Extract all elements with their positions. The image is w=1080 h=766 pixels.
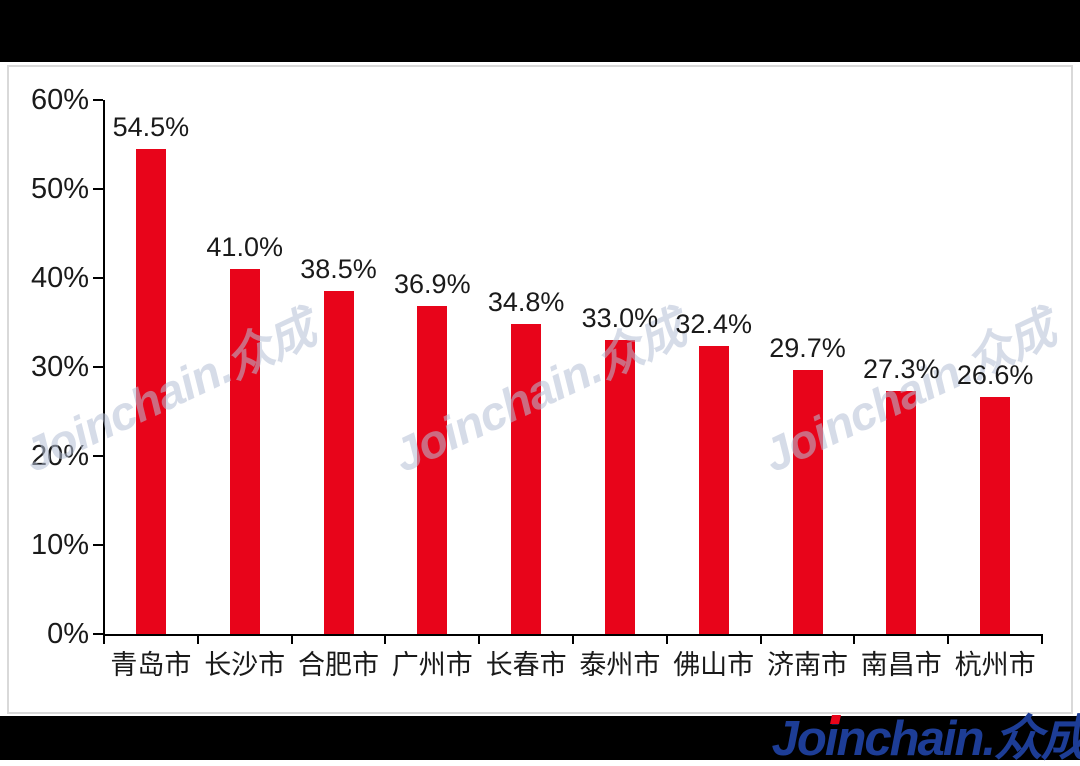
y-axis-tick: [93, 99, 103, 101]
x-axis-tick: [1041, 634, 1043, 644]
x-axis-tick: [384, 634, 387, 644]
bar-value-label: 33.0%: [581, 303, 659, 334]
bar-南昌市: [886, 391, 917, 634]
x-axis-tick: [853, 634, 856, 644]
bar-value-label: 34.8%: [487, 287, 565, 318]
y-axis-tick-label: 50%: [30, 173, 89, 205]
brand-logo-text: nchain.众成: [836, 712, 1080, 766]
x-axis-tick: [478, 634, 481, 644]
brand-logo-i: i: [825, 714, 841, 764]
y-axis-tick: [93, 366, 103, 368]
y-axis-tick: [93, 633, 103, 635]
chart-panel: Joinchain.众成 Joinchain.众成 Joinchain.众成 6…: [7, 65, 1073, 714]
y-axis-tick-label: 10%: [30, 529, 89, 561]
top-banner: [0, 0, 1080, 62]
x-axis-category-label: 济南市: [767, 650, 848, 680]
x-axis-tick: [103, 634, 105, 644]
bar-合肥市: [323, 291, 354, 634]
y-axis-tick: [93, 544, 103, 546]
bar-value-label: 29.7%: [769, 332, 846, 363]
y-axis-tick-label: 60%: [30, 84, 89, 116]
bar-济南市: [792, 369, 823, 634]
x-axis-tick: [665, 634, 668, 644]
x-axis-category-label: 合肥市: [298, 650, 379, 680]
brand-logo-text: Jo: [771, 712, 827, 766]
bar-泰州市: [604, 340, 635, 634]
bar-佛山市: [698, 345, 729, 634]
y-axis-tick-label: 30%: [30, 351, 89, 383]
bar-长沙市: [229, 269, 260, 634]
bar-广州市: [417, 305, 448, 634]
bar-value-label: 32.4%: [675, 308, 752, 339]
y-axis-tick-label: 0%: [47, 618, 89, 650]
bar-value-label: 27.3%: [863, 354, 940, 385]
x-axis-tick: [947, 634, 950, 644]
bar-青岛市: [135, 148, 166, 634]
y-axis-tick: [93, 277, 103, 279]
x-axis-category-label: 长春市: [485, 650, 567, 680]
x-axis-tick: [196, 634, 199, 644]
watermark: Joinchain.众成: [15, 301, 323, 483]
x-axis-category-label: 佛山市: [673, 650, 755, 680]
logo-i-dot: [829, 715, 841, 724]
x-axis-tick: [759, 634, 762, 644]
bar-value-label: 38.5%: [300, 254, 377, 285]
bar-value-label: 26.6%: [956, 360, 1034, 391]
x-axis-category-label: 杭州市: [954, 650, 1036, 680]
y-axis-line: [103, 100, 105, 636]
x-axis-category-label: 长沙市: [204, 650, 286, 680]
bar-长春市: [511, 324, 542, 634]
bar-杭州市: [980, 397, 1011, 634]
bar-chart: Joinchain.众成 Joinchain.众成 Joinchain.众成 6…: [9, 67, 1071, 712]
x-axis-category-label: 泰州市: [579, 650, 661, 680]
bar-value-label: 36.9%: [394, 268, 471, 299]
x-axis-category-label: 青岛市: [110, 650, 192, 680]
y-axis-tick: [93, 188, 103, 190]
y-axis-tick: [93, 455, 103, 457]
y-axis-tick-label: 40%: [30, 262, 89, 294]
x-axis-tick: [290, 634, 293, 644]
x-axis-tick: [572, 634, 574, 644]
bar-value-label: 41.0%: [206, 232, 283, 263]
y-axis-tick-label: 20%: [30, 440, 89, 472]
footer-banner: Joi nchain.众成: [0, 714, 1080, 764]
x-axis-category-label: 广州市: [391, 650, 473, 680]
x-axis-category-label: 南昌市: [860, 650, 942, 680]
brand-logo: Joi nchain.众成: [772, 714, 1080, 764]
bar-value-label: 54.5%: [112, 111, 190, 142]
